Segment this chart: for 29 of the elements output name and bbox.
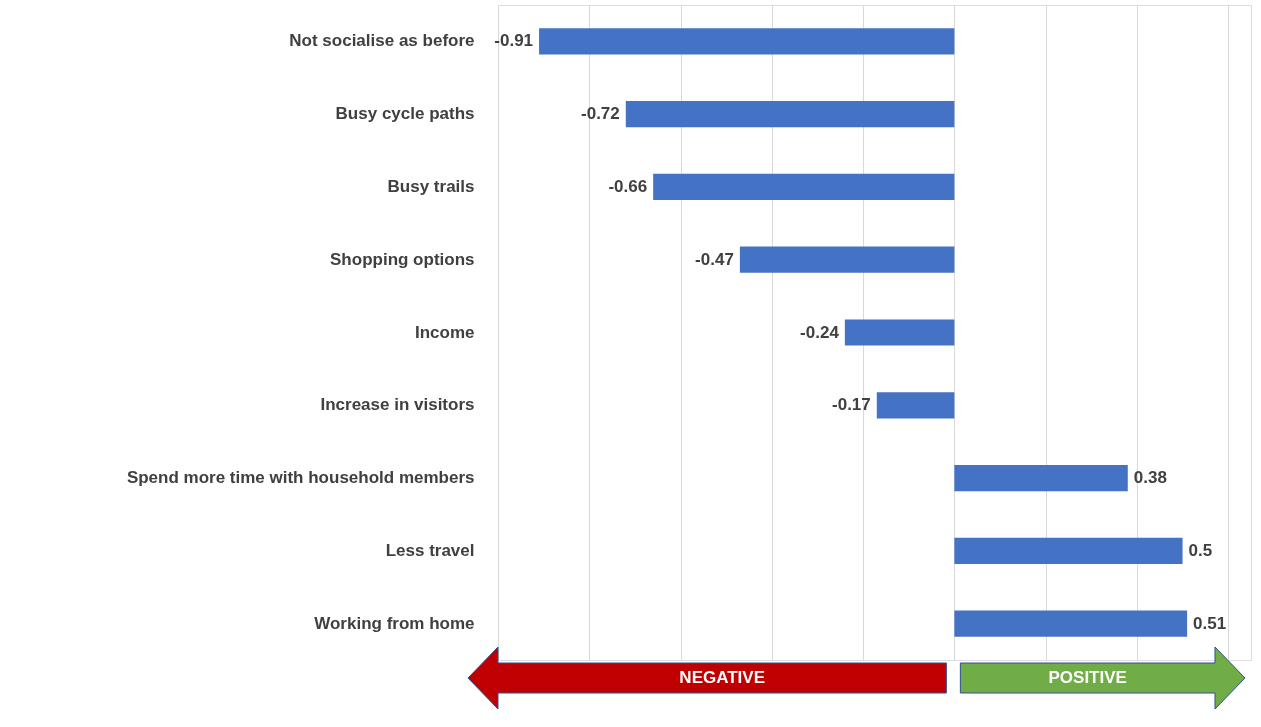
data-label: -0.47	[695, 249, 734, 269]
bar	[954, 537, 1183, 564]
bar	[625, 101, 955, 128]
data-label: 0.5	[1188, 540, 1213, 560]
text: NEGATIVE	[679, 668, 765, 687]
data-label: -0.24	[800, 322, 840, 342]
bar	[954, 610, 1188, 637]
data-label: 0.51	[1193, 613, 1227, 633]
bar	[539, 28, 955, 55]
y-tick-label: Less travel	[385, 540, 475, 560]
data-label: -0.17	[832, 395, 871, 415]
bar	[844, 319, 955, 346]
y-tick-label: Working from home	[314, 613, 475, 633]
data-label: -0.72	[581, 104, 620, 124]
bar	[876, 392, 955, 419]
bar	[653, 173, 955, 201]
text: POSITIVE	[1048, 668, 1127, 687]
y-tick-label: Increase in visitors	[320, 395, 475, 415]
bar	[739, 246, 955, 273]
y-tick-label: Busy trails	[387, 176, 475, 196]
data-label: 0.38	[1133, 468, 1167, 488]
bar	[954, 464, 1128, 492]
y-tick-label: Busy cycle paths	[335, 104, 475, 124]
data-label: -0.66	[608, 176, 648, 196]
y-tick-label: Shopping options	[330, 249, 475, 269]
y-tick-label: Income	[414, 322, 475, 342]
data-label: -0.91	[494, 31, 534, 51]
y-tick-label: Spend more time with household members	[126, 468, 475, 488]
y-tick-label: Not socialise as before	[289, 31, 475, 51]
